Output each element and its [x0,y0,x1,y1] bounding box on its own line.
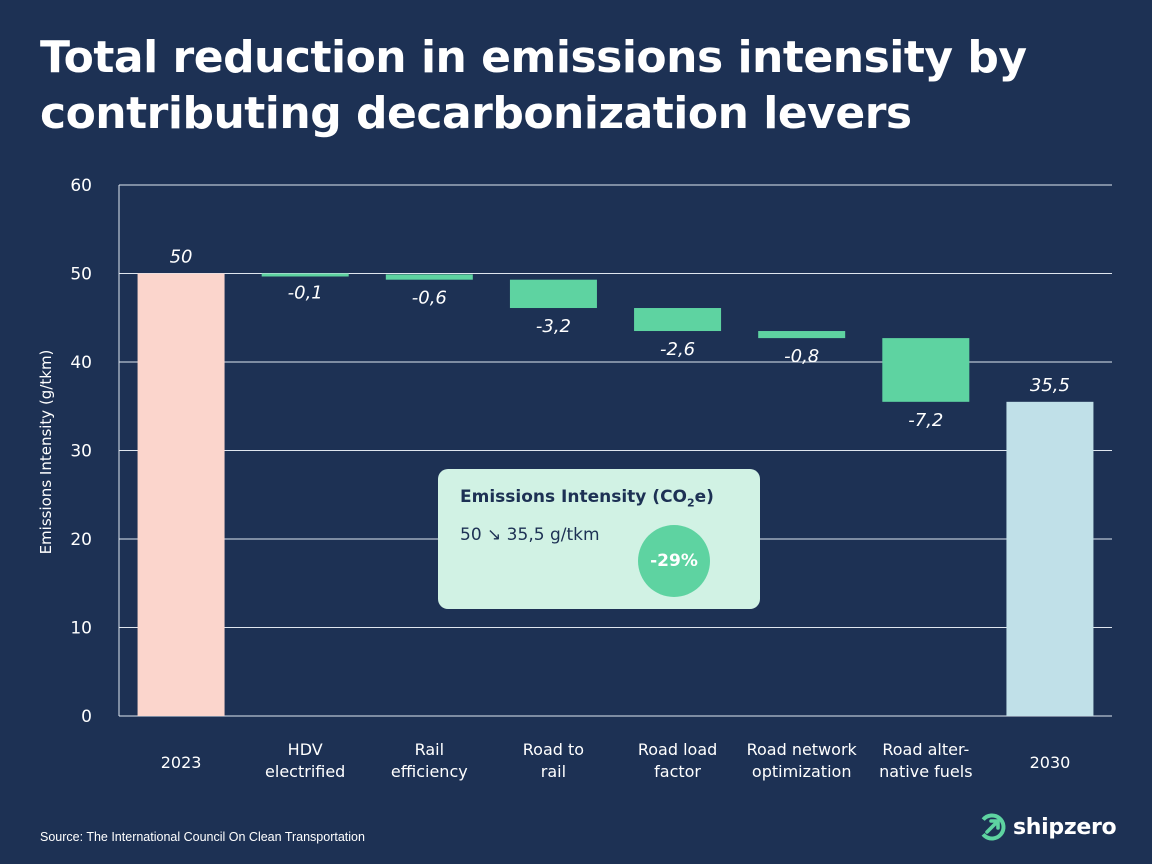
x-tick-label: Road alter- [882,740,969,759]
source-note: Source: The International Council On Cle… [40,830,365,844]
data-label: -0,6 [412,288,447,309]
x-tick-label: Road network [747,740,858,759]
shipzero-logo: shipzero [977,812,1117,842]
x-tick-label: electrified [265,762,345,781]
y-tick-label: 30 [70,442,92,462]
bar [509,279,597,309]
bar [137,273,225,716]
summary-card: Emissions Intensity (CO2e) 50 ↘ 35,5 g/t… [438,469,760,609]
x-tick-label: rail [541,762,566,781]
summary-card-title: Emissions Intensity (CO2e) [460,487,714,510]
x-tick-label: Road load [638,740,717,759]
x-tick-label: factor [654,762,701,781]
data-label: -7,2 [908,410,943,431]
data-label: 50 [170,247,193,268]
chart-title: Total reduction in emissions intensity b… [40,32,1027,139]
data-label: -3,2 [536,316,571,337]
bar [882,338,970,402]
summary-card-value: 50 ↘ 35,5 g/tkm [460,525,600,545]
bar [1006,401,1094,716]
x-tick-label: HDV [288,740,323,759]
x-tick-label: native fuels [879,762,972,781]
x-tick-label: 2030 [1030,753,1071,772]
x-tick-label: 2023 [161,753,202,772]
y-tick-label: 50 [70,265,92,285]
y-tick-label: 20 [70,530,92,550]
data-label: -2,6 [660,339,695,360]
logo-text: shipzero [1013,814,1117,840]
bar [261,273,349,277]
reduction-badge: -29% [638,525,710,597]
data-label: -0,1 [288,282,323,303]
x-tick-label: Road to [523,740,584,759]
x-tick-label: Rail [415,740,444,759]
data-label: 35,5 [1030,375,1070,396]
y-axis-title: Emissions Intensity (g/tkm) [37,349,55,555]
data-label: -0,8 [784,346,819,367]
shipzero-logo-icon [978,813,1006,841]
y-tick-label: 40 [70,353,92,373]
y-tick-label: 10 [70,619,92,639]
bar [385,274,473,280]
x-tick-label: efficiency [391,762,468,781]
y-tick-label: 60 [70,176,92,196]
bar [758,331,846,339]
bar [634,308,722,332]
x-tick-label: optimization [752,762,852,781]
y-tick-label: 0 [81,707,92,727]
